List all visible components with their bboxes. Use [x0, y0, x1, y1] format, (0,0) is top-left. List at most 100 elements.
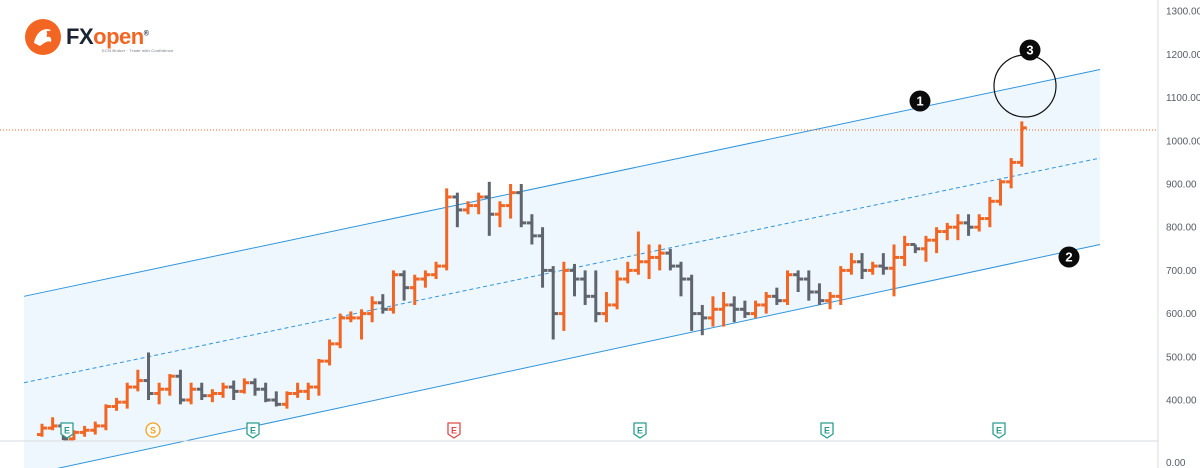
ohlc-bar [580, 270, 591, 305]
annotation-badge-1 [909, 90, 931, 112]
ohlc-bar [633, 231, 644, 275]
ohlc-bar [452, 192, 463, 228]
ohlc-bar [899, 235, 910, 267]
ohlc-bar [612, 270, 623, 310]
ohlc-bar [100, 404, 111, 431]
ohlc-bar [526, 214, 537, 245]
ohlc-bar [516, 184, 527, 228]
ohlc-bar [942, 222, 953, 241]
ohlc-bar [1016, 121, 1027, 167]
y-tick-label: 1200.00 [1166, 50, 1200, 61]
ohlc-bar [111, 397, 122, 411]
split-badge-icon [145, 422, 161, 438]
ohlc-bar [1006, 158, 1017, 189]
channel-middle-line [23, 157, 1101, 384]
event-marker-earnings-negative: E [447, 422, 461, 439]
ohlc-bar [590, 270, 601, 323]
y-tick-label: 400.00 [1166, 396, 1197, 407]
ohlc-bar [441, 188, 452, 271]
ohlc-bar [37, 423, 47, 437]
ohlc-bar [484, 181, 495, 236]
ohlc-bar [132, 369, 143, 392]
ohlc-bar [867, 261, 878, 275]
ohlc-bar [739, 300, 750, 318]
ohlc-bar [995, 179, 1006, 206]
event-label: S [150, 426, 156, 436]
ohlc-bar [47, 417, 58, 431]
ohlc-bar [782, 270, 793, 305]
ohlc-bar [324, 339, 335, 366]
ohlc-bar [548, 266, 559, 340]
earnings-badge-icon [992, 422, 1006, 439]
ohlc-bar [718, 292, 729, 327]
ohlc-bar [707, 296, 718, 327]
ohlc-bar [175, 369, 186, 405]
ohlc-bar [729, 296, 740, 323]
brand-name: FXopen® [66, 24, 149, 49]
ohlc-bar [963, 214, 974, 236]
y-tick-label-bottom: 0.00 [1166, 458, 1186, 468]
y-tick-label: 800.00 [1166, 223, 1197, 234]
ohlc-bar [697, 304, 708, 336]
ohlc-bar [292, 382, 303, 398]
ohlc-bar [984, 196, 995, 228]
ohlc-bar [910, 242, 921, 254]
ohlc-bar [260, 382, 271, 403]
ohlc-bar [68, 430, 79, 441]
ohlc-bar [622, 261, 633, 284]
ohlc-bar [303, 382, 314, 400]
ohlc-bar [825, 292, 836, 310]
ohlc-bar [239, 378, 250, 394]
event-marker-earnings: E [60, 422, 74, 439]
ohlc-bar [952, 214, 963, 241]
ohlc-bar [420, 270, 431, 288]
ohlc-bar [228, 380, 239, 400]
ohlc-bar [569, 263, 580, 297]
ohlc-bar [494, 201, 505, 228]
ohlc-bar [154, 382, 165, 405]
event-marker-earnings: E [820, 422, 834, 439]
y-tick-label: 1300.00 [1166, 7, 1200, 18]
ohlc-bar [654, 244, 665, 271]
earnings-badge-icon [60, 422, 74, 439]
event-label: E [250, 426, 256, 436]
ohlc-bar [196, 382, 207, 400]
ohlc-bar [771, 287, 782, 305]
earnings-badge-icon [246, 422, 260, 439]
ohlc-bar [505, 184, 516, 219]
ohlc-bar [676, 261, 686, 297]
event-marker-split: S [145, 422, 161, 438]
ohlc-bar [931, 227, 942, 254]
ohlc-bar [558, 261, 569, 331]
ohlc-bar [122, 382, 133, 409]
event-label: E [64, 426, 70, 436]
ohlc-bar [143, 352, 154, 400]
annotation-badge-3 [1019, 39, 1041, 61]
y-tick-label: 1100.00 [1166, 93, 1200, 104]
event-label: E [824, 426, 830, 436]
y-tick-label: 1000.00 [1166, 136, 1200, 147]
ohlc-bar [367, 296, 378, 323]
ohlc-bar [601, 292, 612, 323]
channel-lower-line [57, 243, 1101, 468]
ohlc-bar [686, 274, 697, 331]
earnings-badge-icon [633, 422, 647, 439]
ohlc-bar [377, 294, 388, 314]
ohlc-bar [761, 292, 772, 314]
ohlc-bar [399, 270, 410, 301]
event-label: E [451, 426, 457, 436]
y-tick-label: 500.00 [1166, 352, 1197, 363]
ohlc-bar [313, 358, 324, 396]
annotation-label-1: 1 [916, 94, 923, 109]
ohlc-bar [409, 274, 420, 305]
dragon-logo-icon [25, 19, 61, 55]
ohlc-bar [803, 270, 814, 301]
ohlc-bar [878, 253, 889, 275]
annotation-label-2: 2 [1065, 250, 1072, 265]
ohlc-bar [345, 311, 356, 323]
event-marker-earnings: E [992, 422, 1006, 439]
ohlc-bar [750, 300, 761, 318]
ohlc-bar [920, 235, 931, 262]
ohlc-bar [281, 391, 292, 409]
